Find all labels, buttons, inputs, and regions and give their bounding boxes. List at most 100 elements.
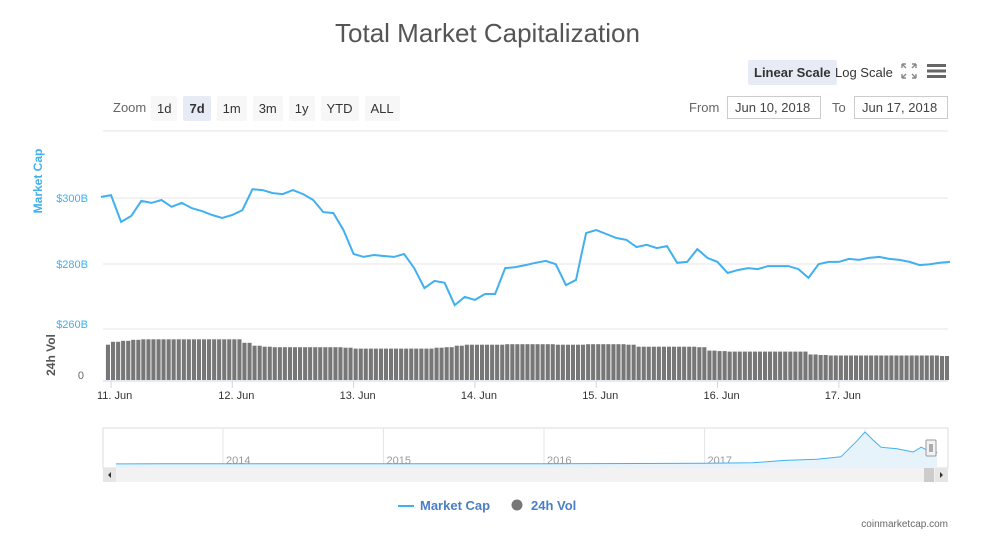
volume-bar — [763, 351, 768, 380]
volume-bar — [641, 346, 646, 380]
volume-bar — [490, 344, 495, 380]
volume-bar — [591, 344, 596, 380]
to-date-input[interactable]: Jun 17, 2018 — [854, 96, 948, 119]
volume-bar — [429, 348, 434, 380]
volume-bar — [672, 346, 677, 380]
volume-bar — [105, 344, 110, 380]
x-tick-label: 16. Jun — [704, 390, 740, 402]
volume-bar — [217, 339, 222, 380]
volume-bar — [131, 339, 136, 380]
scrollbar-track[interactable] — [103, 468, 948, 482]
hamburger-menu-icon[interactable] — [927, 64, 946, 78]
volume-bar — [424, 348, 429, 380]
volume-bar — [495, 344, 500, 380]
zoom-button-1y[interactable]: 1y — [288, 96, 315, 121]
volume-bar — [818, 355, 823, 380]
volume-bar — [530, 344, 535, 380]
volume-bar — [333, 347, 338, 380]
volume-bar — [747, 351, 752, 380]
y-tick-label: $260B — [56, 319, 88, 331]
legend-item-24h-vol[interactable]: 24h Vol — [531, 498, 576, 513]
volume-bar — [793, 351, 798, 380]
volume-bar — [565, 344, 570, 380]
legend-item-market-cap[interactable]: Market Cap — [420, 498, 490, 513]
from-date-input[interactable]: Jun 10, 2018 — [727, 96, 821, 119]
volume-bar — [525, 344, 530, 380]
fullscreen-icon[interactable] — [901, 63, 917, 79]
volume-bar — [909, 355, 914, 380]
volume-bar — [874, 355, 879, 380]
volume-bar — [732, 351, 737, 380]
volume-bar — [343, 347, 348, 380]
volume-bar — [914, 355, 919, 380]
volume-bar — [788, 351, 793, 380]
volume-bar — [419, 348, 424, 380]
volume-bar — [136, 339, 141, 380]
volume-bar — [586, 344, 591, 380]
volume-bar — [702, 347, 707, 380]
volume-bar — [207, 339, 212, 380]
zoom-button-1m[interactable]: 1m — [216, 96, 247, 121]
volume-bar — [631, 344, 636, 380]
volume-bar — [611, 344, 616, 380]
volume-bar — [712, 350, 717, 380]
zoom-label: Zoom — [113, 100, 147, 115]
volume-bar — [303, 347, 308, 380]
y-axis-title: Market Cap — [31, 149, 45, 214]
volume-bar — [803, 351, 808, 380]
x-tick-label: 17. Jun — [825, 390, 861, 402]
volume-bar — [540, 344, 545, 380]
zoom-button-3m[interactable]: 3m — [252, 96, 283, 121]
volume-tick-label: 0 — [78, 370, 84, 382]
volume-bar — [222, 339, 227, 380]
x-tick-label: 13. Jun — [340, 390, 376, 402]
volume-bar — [596, 344, 601, 380]
scrollbar-thumb[interactable] — [924, 468, 934, 482]
volume-bar — [378, 348, 383, 380]
volume-bar — [515, 344, 520, 380]
volume-bar — [444, 347, 449, 380]
volume-bar — [869, 355, 874, 380]
navigator-area — [116, 432, 938, 468]
volume-bar — [581, 344, 586, 380]
volume-bar — [737, 351, 742, 380]
log-scale-button[interactable]: Log Scale — [835, 65, 893, 80]
volume-bar — [550, 344, 555, 380]
volume-bar — [884, 355, 889, 380]
volume-bar — [667, 346, 672, 380]
volume-bar — [166, 339, 171, 380]
volume-bar — [389, 348, 394, 380]
zoom-button-7d[interactable]: 7d — [183, 96, 211, 121]
volume-bar — [196, 339, 201, 380]
arrow-left-icon — [108, 472, 111, 478]
volume-bar — [778, 351, 783, 380]
from-label: From — [689, 100, 720, 115]
volume-bar — [272, 347, 277, 380]
navigator-handle[interactable] — [925, 439, 937, 457]
volume-bar — [247, 342, 252, 380]
x-tick-label: 14. Jun — [461, 390, 497, 402]
volume-bar — [601, 344, 606, 380]
linear-scale-button[interactable]: Linear Scale — [748, 60, 837, 85]
volume-bar — [363, 348, 368, 380]
volume-bar — [773, 351, 778, 380]
zoom-button-ytd[interactable]: YTD — [320, 96, 359, 121]
credit-link[interactable]: coinmarketcap.com — [861, 519, 948, 530]
volume-bar — [156, 339, 161, 380]
volume-bar — [924, 355, 929, 380]
volume-bar — [121, 340, 126, 380]
volume-bar — [646, 346, 651, 380]
y-tick-label: $300B — [56, 193, 88, 205]
zoom-button-all[interactable]: ALL — [364, 96, 400, 121]
volume-bar — [313, 347, 318, 380]
volume-bar — [212, 339, 217, 380]
volume-bar — [828, 355, 833, 380]
zoom-button-1d[interactable]: 1d — [151, 96, 178, 121]
volume-bar — [399, 348, 404, 380]
volume-bar — [934, 355, 939, 380]
x-tick-label: 15. Jun — [582, 390, 618, 402]
volume-bar — [287, 347, 292, 380]
volume-bar — [848, 355, 853, 380]
page-title: Total Market Capitalization — [335, 18, 640, 48]
x-tick-label: 11. Jun — [97, 390, 132, 402]
